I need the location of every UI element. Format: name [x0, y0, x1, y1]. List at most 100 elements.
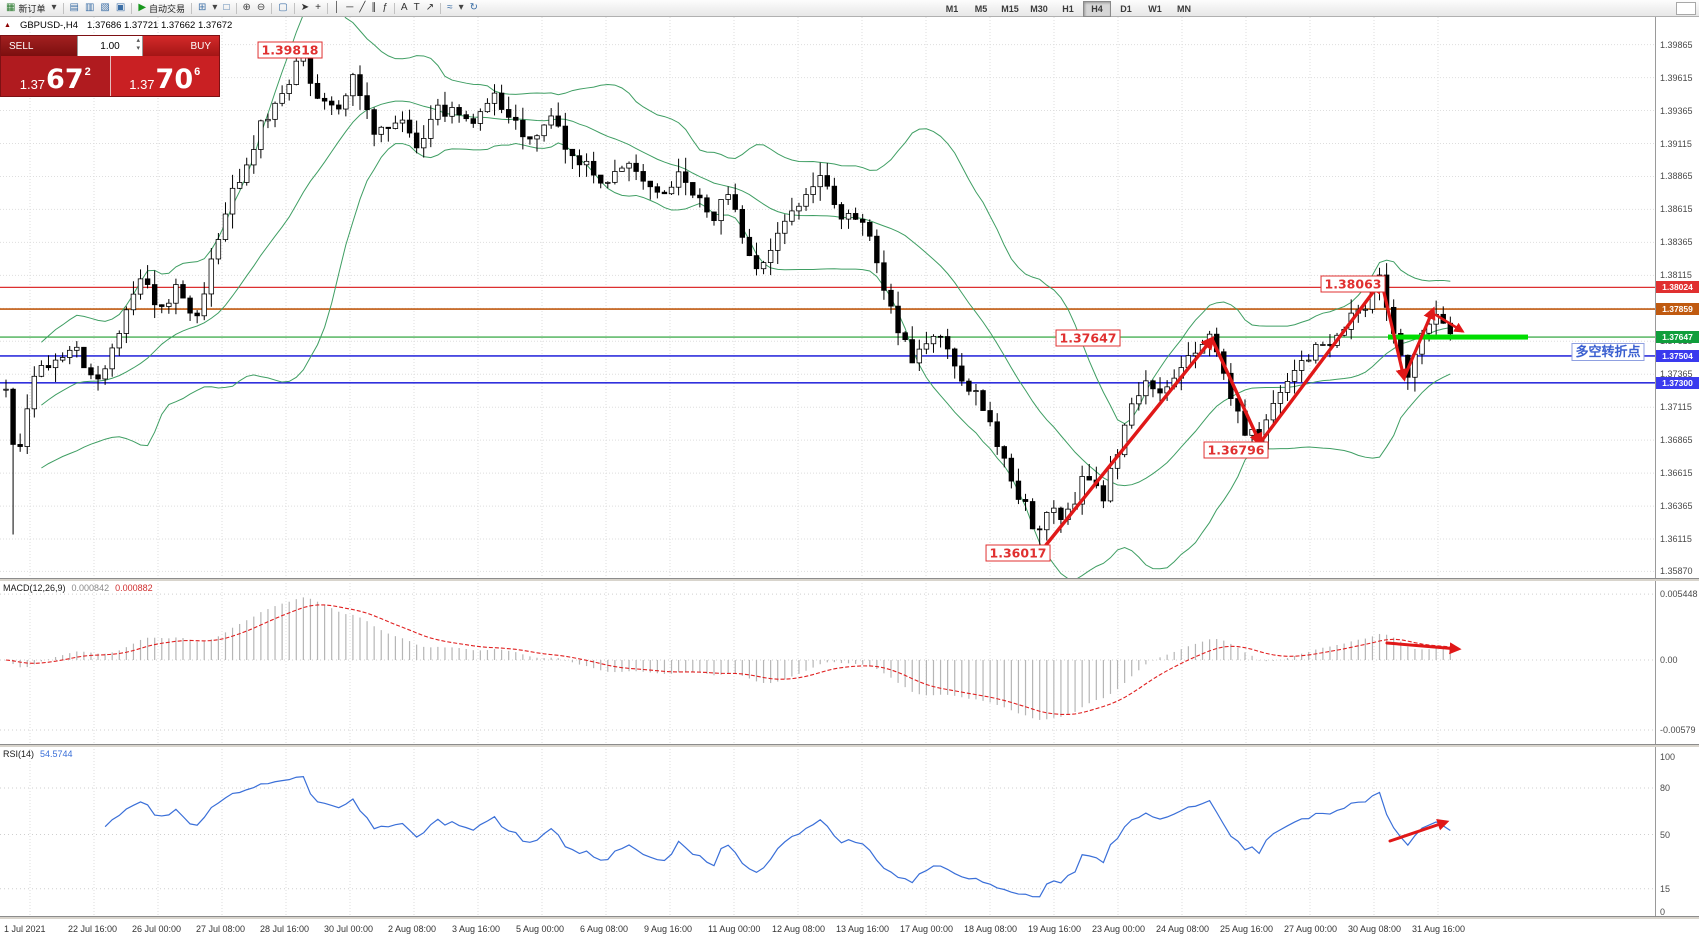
- price-tag: 1.37300: [1656, 376, 1699, 389]
- macd-tick: 0.005448: [1660, 589, 1698, 600]
- time-label: 23 Aug 00:00: [1092, 924, 1146, 934]
- profiles-button[interactable]: □: [223, 2, 230, 13]
- price-tick: 1.38865: [1660, 171, 1693, 182]
- rsi-tick: 100: [1660, 752, 1676, 762]
- price-tick: 1.39115: [1660, 138, 1692, 149]
- price-tick: 1.39365: [1660, 105, 1693, 116]
- chart-area[interactable]: ▲ GBPUSD-,H4 1.37686 1.37721 1.37662 1.3…: [0, 17, 1655, 918]
- price-tick: 1.36865: [1660, 435, 1693, 446]
- price-tick: 1.38115: [1660, 270, 1692, 281]
- lot-increase-button[interactable]: ▴: [136, 37, 140, 44]
- bid-price-button[interactable]: 1.37 67 2: [1, 56, 111, 96]
- bollinger-bands: [41, 17, 1451, 578]
- rsi-indicator-label: RSI(14) 54.5744: [3, 749, 73, 759]
- time-label: 12 Aug 08:00: [772, 924, 826, 934]
- trendline-button[interactable]: ╱: [359, 2, 366, 13]
- toolbar-separator: [191, 2, 193, 14]
- macd-arrow: [1385, 641, 1462, 655]
- rsi-name: RSI(14): [3, 749, 35, 759]
- rsi-grid: [0, 746, 1655, 916]
- time-label: 26 Jul 00:00: [132, 924, 182, 934]
- price-axis[interactable]: 1.39865 1.39615 1.39365 1.39115 1.38865 1.386…: [1655, 17, 1699, 918]
- macd-name: MACD(12,26,9): [3, 583, 66, 593]
- equidistant-channel-button[interactable]: ∥: [371, 2, 377, 13]
- macd-rsi-divider[interactable]: [0, 744, 1699, 747]
- text-label-button[interactable]: T: [413, 2, 420, 13]
- horizontal-line-button[interactable]: ─: [346, 2, 354, 13]
- buy-button[interactable]: BUY: [143, 36, 219, 56]
- timeframe-m1[interactable]: M1: [945, 4, 959, 14]
- toolbar-items: ▦ 新订单 ▾ ▤ ▥ ▧ ▣ ▶ 自动交易 ⊞ ▾ □ ⊕ ⊖ ▢ ➤ + │ ─ ╱ ∥ ƒ A T ↗ ≈ ▾ ↻: [3, 1, 481, 16]
- timeframe-mn[interactable]: MN: [1177, 4, 1191, 14]
- price-annotation: 1.39818: [257, 41, 323, 59]
- navigator-button[interactable]: ▧: [100, 2, 110, 13]
- crosshair-button[interactable]: +: [315, 2, 321, 13]
- timeframe-d1[interactable]: D1: [1120, 4, 1132, 14]
- lot-value: 1.00: [100, 40, 120, 52]
- macd-signal-value: 0.000882: [115, 583, 153, 593]
- timeframe-m30[interactable]: M30: [1030, 4, 1048, 14]
- rsi-panel[interactable]: [0, 746, 1655, 916]
- symbol-marker-icon: ▲: [4, 22, 11, 29]
- main-price-chart[interactable]: [0, 17, 1655, 578]
- main-grid: [0, 17, 1655, 578]
- terminal-button[interactable]: ▣: [115, 2, 126, 13]
- price-tick: 1.38365: [1660, 237, 1693, 248]
- zoom-out-button[interactable]: ⊖: [256, 2, 266, 13]
- time-axis[interactable]: 1 Jul 2021 22 Jul 16:00 26 Jul 00:00 27 Jul…: [0, 918, 1699, 942]
- indicators-button[interactable]: ≈: [447, 2, 453, 13]
- price-annotation: 1.36017: [985, 544, 1051, 562]
- arrows-button[interactable]: ↗: [425, 2, 435, 13]
- toolbar-separator: [440, 2, 442, 14]
- timeframe-m15[interactable]: M15: [1001, 4, 1019, 14]
- time-label: 25 Aug 16:00: [1220, 924, 1274, 934]
- tile-windows-button[interactable]: ▢: [278, 2, 288, 13]
- new-order-caret[interactable]: ▾: [51, 2, 57, 13]
- lime-support-segment: [1388, 334, 1528, 340]
- lot-size-input[interactable]: 1.00 ▴ ▾: [77, 36, 143, 56]
- price-tick: 1.39865: [1660, 39, 1693, 50]
- ask-prefix: 1.37: [129, 77, 155, 92]
- toolbar-separator: [326, 2, 328, 14]
- chart-macd-divider[interactable]: [0, 578, 1699, 581]
- ask-price-button[interactable]: 1.37 70 6: [110, 56, 219, 96]
- price-annotation: 1.36796: [1203, 441, 1269, 459]
- market-watch-button[interactable]: ▤: [69, 2, 79, 13]
- timeframe-w1[interactable]: W1: [1148, 4, 1162, 14]
- new-chart-button[interactable]: ⊞: [198, 2, 207, 13]
- refresh-button[interactable]: ↻: [469, 2, 478, 13]
- time-label: 2 Aug 08:00: [388, 924, 437, 934]
- sell-button[interactable]: SELL: [1, 36, 77, 56]
- macd-tick: -0.00579: [1660, 725, 1696, 736]
- ask-big-digits: 70: [155, 64, 194, 95]
- macd-panel[interactable]: [0, 580, 1655, 744]
- timeframe-h1[interactable]: H1: [1062, 4, 1074, 14]
- data-window-button[interactable]: ▥: [84, 2, 95, 13]
- autotrade-button[interactable]: ▶ 自动交易: [138, 2, 186, 14]
- zoom-in-button[interactable]: ⊕: [242, 2, 251, 13]
- lot-decrease-button[interactable]: ▾: [136, 45, 140, 52]
- trend-arrows: [1044, 279, 1465, 547]
- lot-spinner: ▴ ▾: [136, 37, 140, 53]
- chart-note-label: 多空转折点: [1571, 343, 1645, 361]
- rsi-timeaxis-divider: [0, 916, 1699, 919]
- new-chart-caret[interactable]: ▾: [212, 2, 218, 13]
- symbol-title: GBPUSD-,H4: [19, 20, 79, 31]
- time-label: 22 Jul 16:00: [68, 924, 118, 934]
- fibonacci-button[interactable]: ƒ: [382, 2, 388, 13]
- macd-histogram: [5, 597, 1451, 720]
- timeframe-m5[interactable]: M5: [974, 4, 988, 14]
- toolbar-separator: [235, 2, 237, 14]
- indicators-caret[interactable]: ▾: [458, 2, 464, 13]
- timeframe-h4[interactable]: H4: [1083, 1, 1111, 17]
- cursor-button[interactable]: ➤: [300, 2, 310, 13]
- bid-big-digits: 67: [46, 64, 84, 95]
- vertical-line-button[interactable]: │: [333, 2, 341, 13]
- text-button[interactable]: A: [400, 2, 408, 13]
- timeframe-group: M1 M5 M15 M30 H1 H4 D1 W1 MN: [938, 1, 1198, 17]
- new-order-button[interactable]: ▦ 新订单: [6, 2, 46, 14]
- price-tick: 1.35870: [1660, 566, 1693, 577]
- toolbar-separator: [393, 2, 395, 14]
- time-label: 3 Aug 16:00: [452, 924, 501, 934]
- time-label: 19 Aug 16:00: [1028, 924, 1082, 934]
